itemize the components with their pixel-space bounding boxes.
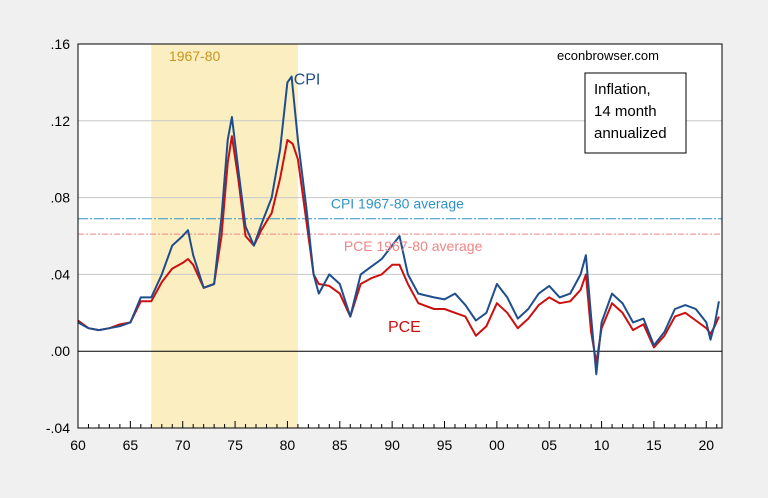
x-tick-label: 65 [123,437,139,453]
x-tick-label: 05 [541,437,557,453]
series-lines [77,75,720,376]
series-line-pce [77,135,720,364]
x-tick-label: 15 [646,437,662,453]
x-tick-label: 85 [332,437,348,453]
x-tick-label: 10 [594,437,610,453]
series-label: PCE [388,319,421,336]
y-axis: -.04 .00 .04 .08 .12 .16 [46,36,70,436]
y-tick-label: .16 [51,36,71,52]
x-tick-label: 75 [227,437,243,453]
reference-lines [78,218,722,235]
y-tick-label: .12 [51,113,71,129]
plot-frame [77,43,723,429]
y-tick-label: .08 [51,190,71,206]
y-tick-label: .04 [51,266,71,282]
series-line-cpi [77,75,720,376]
shaded-region-label: 1967-80 [169,48,221,64]
x-tick-label: 95 [437,437,453,453]
reference-line-label: CPI 1967-80 average [331,196,464,212]
x-tick-label: 90 [384,437,400,453]
x-tick-label: 80 [280,437,296,453]
legend-line-2: 14 month [594,103,657,120]
legend-line-3: annualized [594,125,667,142]
legend-box: Inflation, 14 month annualized [584,72,687,154]
reference-line-label: PCE 1967-80 average [344,238,483,254]
series-label: CPI [294,71,321,88]
series-labels: CPI PCE [294,71,421,336]
y-tick-label: .00 [51,343,71,359]
shaded-region-1967-80 [151,44,298,428]
x-tick-label: 70 [175,437,191,453]
x-tick-label: 20 [699,437,715,453]
x-tick-label: 00 [489,437,505,453]
legend-box-frame [584,72,687,154]
x-tick-label: 60 [70,437,86,453]
x-axis: 60 65 70 75 80 85 90 95 00 05 10 15 20 [70,421,718,453]
legend-line-1: Inflation, [594,81,651,98]
reference-line-labels: CPI 1967-80 average PCE 1967-80 average [331,196,483,254]
y-tick-label: -.04 [46,420,70,436]
source-label: econbrowser.com [557,48,659,63]
